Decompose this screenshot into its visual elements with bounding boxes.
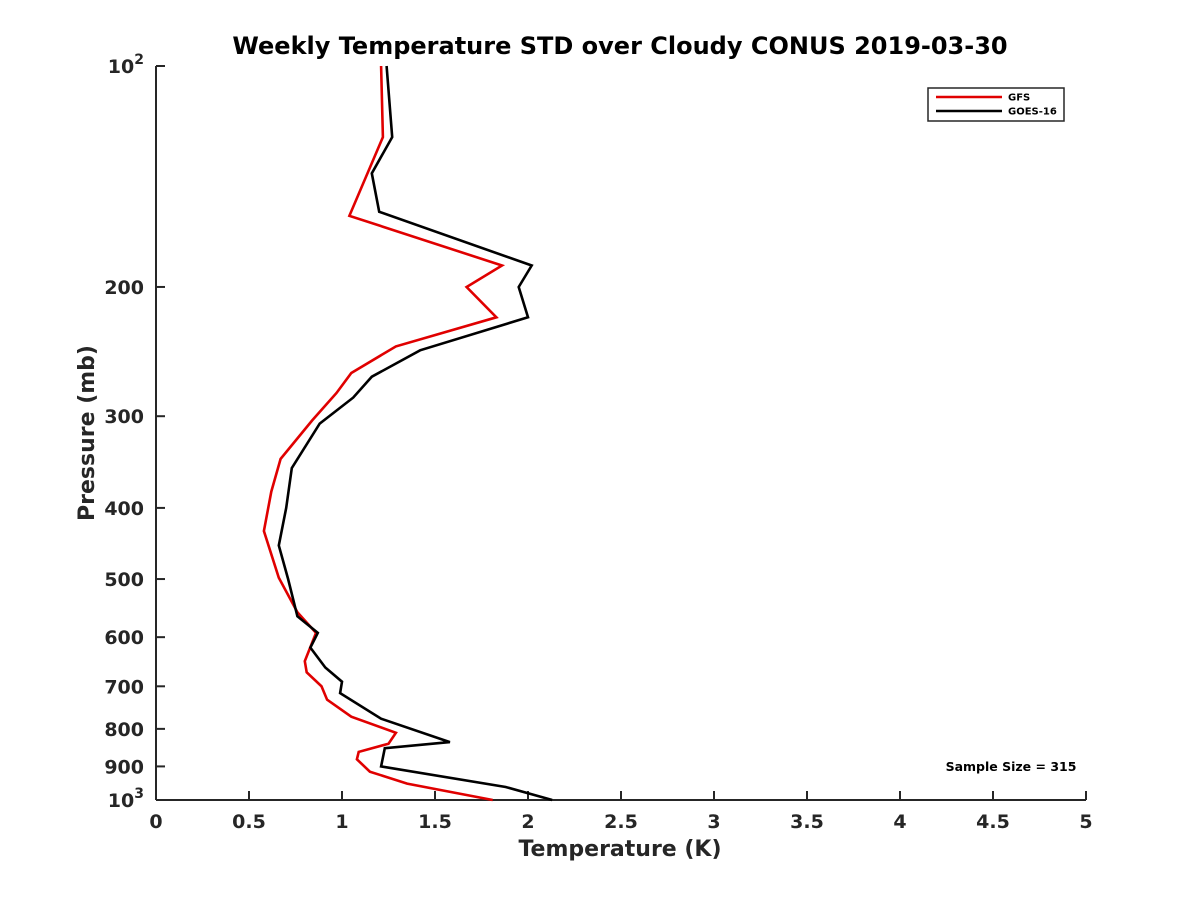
y-tick-label: 800 xyxy=(104,719,144,741)
x-tick-label: 3.5 xyxy=(790,811,824,833)
x-tick-label: 0 xyxy=(149,811,162,833)
x-tick-label: 3 xyxy=(707,811,720,833)
x-tick-label: 2.5 xyxy=(604,811,638,833)
y-tick-label: 103 xyxy=(108,786,144,812)
x-tick-label: 0.5 xyxy=(232,811,266,833)
y-tick-label: 700 xyxy=(104,676,144,698)
plot-area: 0 0.5 1 1.5 2 2.5 3 3.5 4 4.5 5 102 200 300 400 500 600 7… xyxy=(104,52,1092,833)
x-tick-label: 4.5 xyxy=(976,811,1010,833)
x-tick-label: 4 xyxy=(893,811,906,833)
y-tick-label: 500 xyxy=(104,569,144,591)
legend-label: GOES-16 xyxy=(1008,107,1057,118)
series-line-goes-16 xyxy=(277,65,553,802)
y-tick-label: 600 xyxy=(104,627,144,649)
x-tick-label: 5 xyxy=(1079,811,1092,833)
x-tick-label: 2 xyxy=(521,811,534,833)
chart-title: Weekly Temperature STD over Cloudy CONUS… xyxy=(232,32,1007,60)
y-axis-label: Pressure (mb) xyxy=(75,345,100,521)
x-tick-label: 1 xyxy=(335,811,348,833)
y-tick-label: 900 xyxy=(104,756,144,778)
y-tick-label: 400 xyxy=(104,498,144,520)
legend: GFS GOES-16 xyxy=(927,87,1065,122)
legend-box xyxy=(927,87,1065,122)
legend-label: GFS xyxy=(1008,93,1030,104)
series-line-gfs xyxy=(262,65,506,802)
x-tick-label: 1.5 xyxy=(418,811,452,833)
x-axis-label: Temperature (K) xyxy=(518,837,721,862)
sample-size-annotation: Sample Size = 315 xyxy=(946,759,1077,774)
y-tick-label: 102 xyxy=(108,52,144,78)
y-tick-label: 300 xyxy=(104,406,144,428)
y-tick-label: 200 xyxy=(104,277,144,299)
